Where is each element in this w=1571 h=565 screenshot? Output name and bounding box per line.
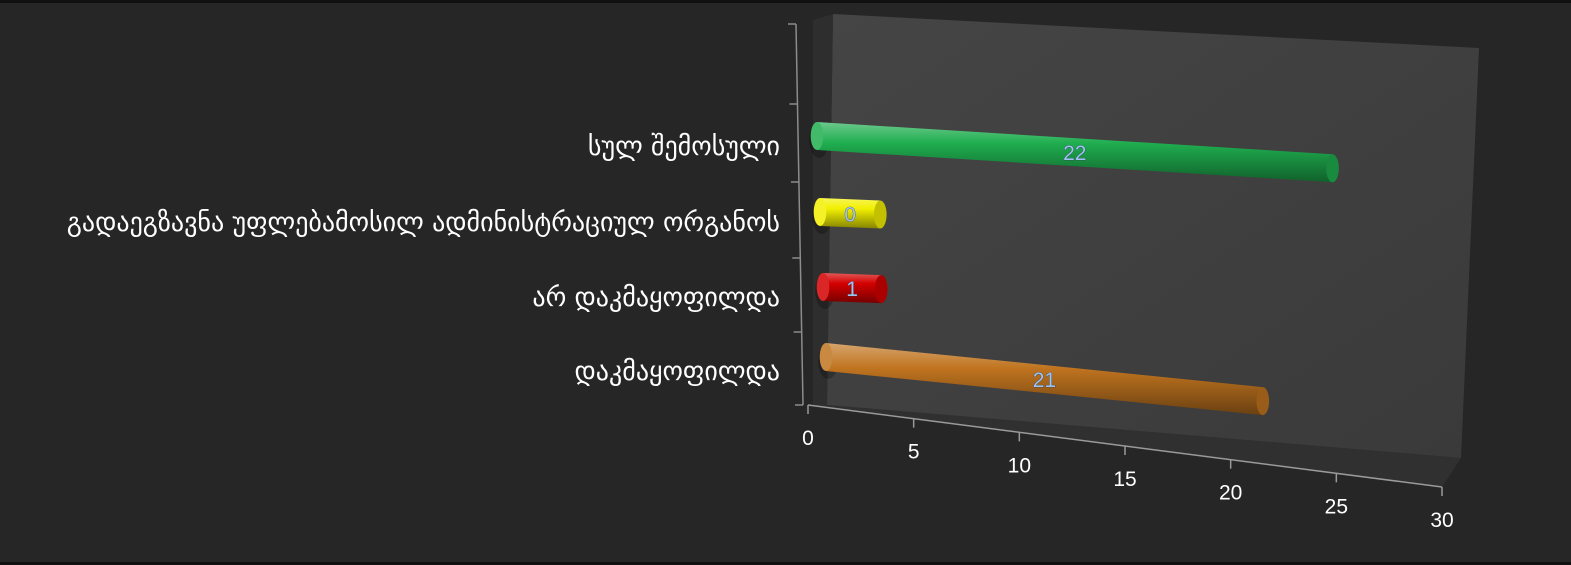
bar-end-cap: [1326, 154, 1339, 183]
bar-end-cap: [874, 275, 888, 304]
bar-body: [820, 198, 881, 229]
category-label: არ დაკმაყოფილდა: [532, 283, 780, 313]
bar-body: [817, 122, 1333, 183]
chart-floor: [813, 405, 1461, 487]
category-axis-ticks: [788, 23, 803, 406]
value-axis-ticks: 0 5 10 15 20 25 30: [802, 405, 1454, 532]
bar: [815, 273, 888, 309]
bar-end-cap: [1256, 387, 1270, 416]
bar-end-cap: [874, 200, 887, 229]
category-labels: სულ შემოსული გადაეგზავნა უფლებამოსილ ადმი…: [67, 132, 780, 387]
x-tick-label: 15: [1113, 468, 1136, 491]
bar-body: [826, 343, 1263, 416]
category-label: დაკმაყოფილდა: [575, 357, 780, 387]
data-label: 21: [1033, 369, 1056, 392]
bars: [809, 122, 1339, 416]
x-tick-label: 30: [1430, 509, 1453, 532]
bar-start-cap: [819, 343, 833, 371]
category-axis: [795, 23, 804, 406]
chart-back-wall: [827, 14, 1479, 458]
category-label: სულ შემოსული: [588, 132, 780, 162]
bar-start-cap: [813, 198, 827, 226]
bar-body: [823, 273, 882, 304]
x-tick-label: 25: [1325, 495, 1348, 518]
data-labels: 22 0 1 21: [844, 142, 1087, 393]
x-tick-label: 20: [1219, 482, 1242, 505]
data-label: 0: [844, 203, 856, 226]
data-label: 1: [846, 278, 858, 301]
x-tick-label: 10: [1008, 454, 1031, 477]
data-label: 22: [1063, 142, 1086, 165]
x-tick-label: 5: [908, 441, 920, 464]
bar-start-cap: [810, 122, 824, 150]
bar: [809, 122, 1339, 183]
category-label: გადაეგზავნა უფლებამოსილ ადმინისტრაციულ ო…: [67, 208, 780, 238]
bar-start-cap: [816, 273, 830, 301]
x-tick-label: 0: [802, 427, 814, 450]
bar: [812, 198, 887, 234]
bar: [818, 343, 1270, 416]
